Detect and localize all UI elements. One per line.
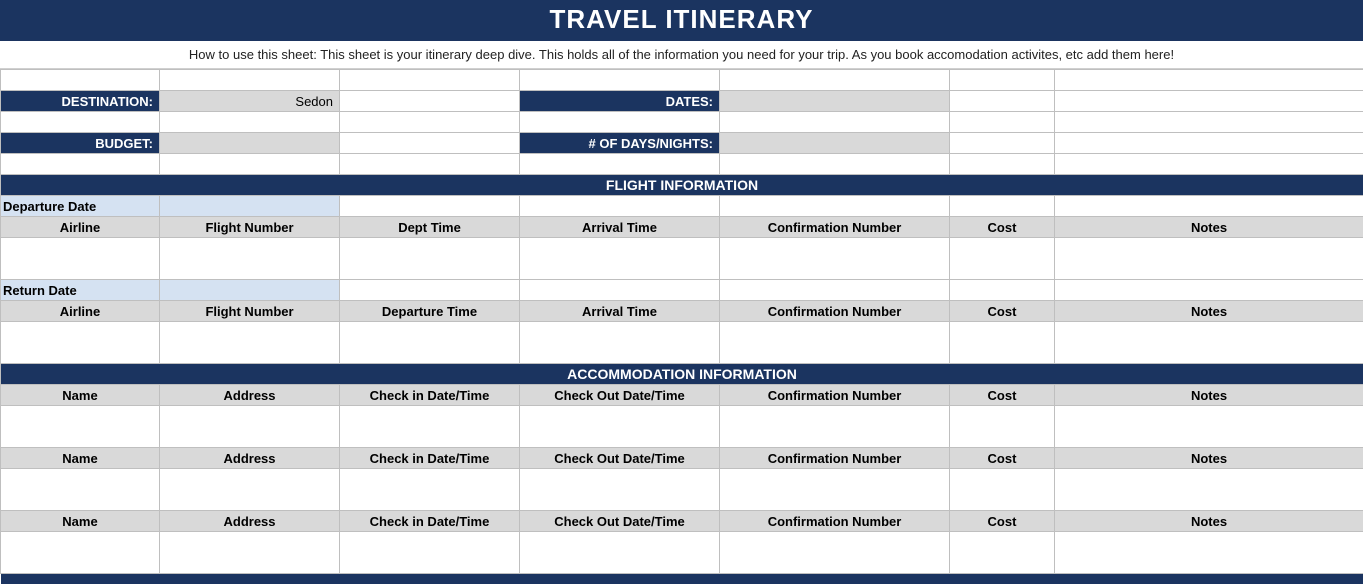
table-cell[interactable]	[1, 406, 160, 448]
col-header: Cost	[950, 385, 1055, 406]
table-cell[interactable]	[340, 322, 520, 364]
dates-value[interactable]	[720, 91, 950, 112]
col-header: Notes	[1055, 217, 1363, 238]
col-header: Notes	[1055, 301, 1363, 322]
table-cell[interactable]	[520, 469, 720, 511]
budget-value[interactable]	[160, 133, 340, 154]
table-cell[interactable]	[520, 532, 720, 574]
col-header: Flight Number	[160, 301, 340, 322]
table-cell[interactable]	[1055, 238, 1363, 280]
table-cell[interactable]	[720, 238, 950, 280]
table-cell[interactable]	[1, 322, 160, 364]
return-date-label: Return Date	[1, 280, 160, 301]
table-cell[interactable]	[950, 406, 1055, 448]
col-header: Confirmation Number	[720, 301, 950, 322]
col-header: Dept Time	[340, 217, 520, 238]
table-cell[interactable]	[340, 469, 520, 511]
page-title: TRAVEL ITINERARY	[0, 0, 1363, 41]
col-header: Confirmation Number	[720, 448, 950, 469]
col-header: Check Out Date/Time	[520, 448, 720, 469]
table-cell[interactable]	[160, 469, 340, 511]
col-header: Confirmation Number	[720, 385, 950, 406]
col-header: Cost	[950, 448, 1055, 469]
col-header: Confirmation Number	[720, 217, 950, 238]
col-header: Flight Number	[160, 217, 340, 238]
col-header: Arrival Time	[520, 217, 720, 238]
col-header: Name	[1, 448, 160, 469]
col-header: Notes	[1055, 385, 1363, 406]
table-cell[interactable]	[1, 469, 160, 511]
col-header: Address	[160, 385, 340, 406]
col-header: Cost	[950, 301, 1055, 322]
col-header: Address	[160, 511, 340, 532]
col-header: Check in Date/Time	[340, 448, 520, 469]
table-cell[interactable]	[1055, 532, 1363, 574]
dates-label: DATES:	[520, 91, 720, 112]
col-header: Confirmation Number	[720, 511, 950, 532]
col-header: Check Out Date/Time	[520, 385, 720, 406]
col-header: Notes	[1055, 448, 1363, 469]
days-nights-value[interactable]	[720, 133, 950, 154]
table-cell[interactable]	[340, 406, 520, 448]
col-header: Name	[1, 511, 160, 532]
table-cell[interactable]	[950, 238, 1055, 280]
table-cell[interactable]	[520, 238, 720, 280]
table-cell[interactable]	[1055, 469, 1363, 511]
table-cell[interactable]	[520, 322, 720, 364]
table-cell[interactable]	[1055, 322, 1363, 364]
return-date-value[interactable]	[160, 280, 340, 301]
days-nights-label: # OF DAYS/NIGHTS:	[520, 133, 720, 154]
col-header: Address	[160, 448, 340, 469]
col-header: Check in Date/Time	[340, 385, 520, 406]
itinerary-table: DESTINATION: Sedon DATES: BUDGET: # OF D…	[0, 69, 1363, 584]
col-header: Airline	[1, 217, 160, 238]
table-cell[interactable]	[950, 532, 1055, 574]
table-cell[interactable]	[950, 322, 1055, 364]
bottom-bar	[1, 574, 1363, 584]
table-cell[interactable]	[160, 238, 340, 280]
col-header: Cost	[950, 511, 1055, 532]
table-cell[interactable]	[1055, 406, 1363, 448]
col-header: Cost	[950, 217, 1055, 238]
col-header: Arrival Time	[520, 301, 720, 322]
table-cell[interactable]	[340, 532, 520, 574]
table-cell[interactable]	[160, 532, 340, 574]
table-cell[interactable]	[340, 238, 520, 280]
flight-section-header: FLIGHT INFORMATION	[1, 175, 1363, 196]
budget-label: BUDGET:	[1, 133, 160, 154]
howto-text: How to use this sheet: This sheet is you…	[0, 41, 1363, 69]
col-header: Name	[1, 385, 160, 406]
table-cell[interactable]	[720, 322, 950, 364]
table-cell[interactable]	[950, 469, 1055, 511]
table-cell[interactable]	[1, 532, 160, 574]
table-cell[interactable]	[160, 322, 340, 364]
col-header: Departure Time	[340, 301, 520, 322]
table-cell[interactable]	[720, 469, 950, 511]
table-cell[interactable]	[720, 406, 950, 448]
col-header: Notes	[1055, 511, 1363, 532]
col-header: Airline	[1, 301, 160, 322]
table-cell[interactable]	[520, 406, 720, 448]
col-header: Check in Date/Time	[340, 511, 520, 532]
col-header: Check Out Date/Time	[520, 511, 720, 532]
departure-date-label: Departure Date	[1, 196, 160, 217]
departure-date-value[interactable]	[160, 196, 340, 217]
table-cell[interactable]	[160, 406, 340, 448]
table-cell[interactable]	[1, 238, 160, 280]
accommodation-section-header: ACCOMMODATION INFORMATION	[1, 364, 1363, 385]
table-cell[interactable]	[720, 532, 950, 574]
destination-value[interactable]: Sedon	[160, 91, 340, 112]
destination-label: DESTINATION:	[1, 91, 160, 112]
